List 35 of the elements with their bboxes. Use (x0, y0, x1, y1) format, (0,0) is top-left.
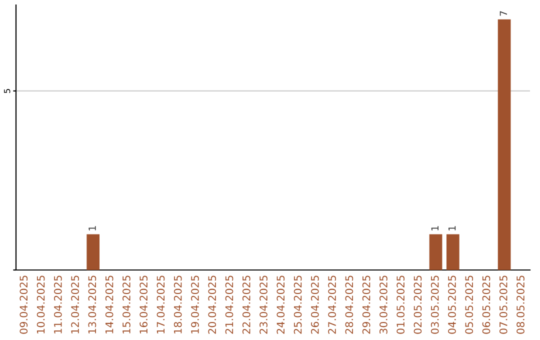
x-tick-label: 15.04.2025 (122, 276, 130, 334)
x-tick-label: 17.04.2025 (156, 276, 165, 334)
x-tick-label: 26.04.2025 (310, 276, 319, 334)
x-tick-label: 20.04.2025 (208, 276, 216, 334)
x-tick-label: 24.04.2025 (276, 276, 285, 334)
x-tick-label: 22.04.2025 (242, 276, 250, 334)
x-tick-label: 18.04.2025 (174, 276, 182, 334)
x-tick-label: 07.05.2025 (499, 276, 508, 334)
data-label: 1 (88, 226, 96, 230)
x-tick-label: 10.04.2025 (36, 276, 45, 334)
x-tick-label: 03.05.2025 (430, 276, 439, 334)
x-tick-label: 01.05.2025 (396, 276, 405, 334)
x-tick-label: 27.04.2025 (328, 276, 336, 334)
x-tick-label: 05.05.2025 (465, 276, 474, 334)
data-label: 1 (448, 226, 456, 230)
x-tick-label: 29.04.2025 (362, 276, 370, 334)
x-tick-label: 12.04.2025 (71, 276, 79, 334)
x-tick-label: 13.04.2025 (88, 276, 96, 334)
x-tick-label: 09.04.2025 (20, 276, 28, 334)
x-tick-label: 08.05.2025 (516, 276, 524, 334)
data-label: 1 (431, 226, 438, 230)
x-tick-label: 06.05.2025 (482, 276, 490, 334)
x-tick-label: 25.04.2025 (294, 276, 302, 334)
y-tick-label: 5 (4, 89, 10, 93)
x-tick-label: 19.04.2025 (191, 276, 199, 334)
x-tick-label: 30.04.2025 (380, 276, 388, 334)
x-tick-label: 04.05.2025 (448, 276, 456, 334)
x-tick-label: 21.04.2025 (225, 276, 234, 334)
x-tick-label: 11.04.2025 (54, 276, 62, 334)
x-tick-label: 23.04.2025 (260, 276, 268, 334)
x-tick-label: 28.04.2025 (345, 276, 354, 334)
x-tick-label: 14.04.2025 (105, 276, 114, 334)
x-tick-label: 02.05.2025 (414, 276, 422, 334)
data-label: 7 (500, 11, 507, 16)
x-tick-label: 16.04.2025 (140, 276, 148, 334)
